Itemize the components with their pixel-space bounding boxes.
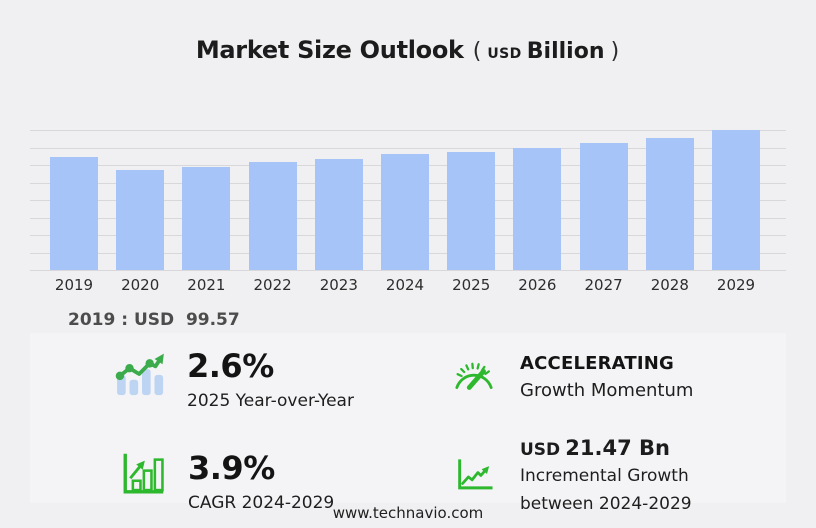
gridline (30, 270, 786, 271)
stat-incremental: USD 21.47 Bn Incremental Growth between … (520, 436, 692, 516)
incremental-value: USD 21.47 Bn (520, 436, 692, 460)
incremental-amount: 21.47 Bn (565, 436, 670, 460)
line-chart-growth-icon (456, 457, 494, 491)
bar-chart (30, 130, 786, 271)
bar-2022 (248, 162, 297, 270)
website-link[interactable]: www.technavio.com (332, 504, 484, 522)
chart-x-labels: 2019 2020 2021 2022 2023 2024 2025 2026 2027 2028… (30, 276, 786, 294)
yoy-value: 2.6% (187, 347, 274, 385)
bar-2024 (381, 154, 429, 270)
bar-2020 (116, 170, 165, 270)
x-axis-label-2022: 2022 (253, 276, 292, 294)
gauge-icon (451, 358, 497, 398)
title-currency: USD (487, 46, 522, 62)
bar-2028 (645, 138, 694, 270)
stat-yoy: 2.6% 2025 Year-over-Year (187, 350, 354, 413)
title-open-paren: ( (472, 39, 482, 64)
x-axis-label-2029: 2029 (716, 276, 756, 294)
gridline (30, 130, 786, 131)
bar-2029 (712, 130, 760, 270)
yoy-label: 2025 Year-over-Year (187, 391, 354, 411)
bar-chart-trend-icon (115, 349, 169, 397)
bar-chart-growth-icon (121, 452, 165, 496)
page-title: Market Size Outlook ( USD Billion ) (0, 36, 816, 64)
x-axis-label-2028: 2028 (650, 276, 689, 294)
title-unit: Billion (526, 39, 605, 64)
chart-bars (30, 130, 786, 270)
gridline (30, 147, 786, 149)
bar-2019 (50, 156, 98, 270)
x-axis-label-2025: 2025 (452, 276, 491, 294)
x-axis-label-2023: 2023 (319, 276, 358, 294)
momentum-value: ACCELERATING (520, 353, 675, 374)
bar-2025 (447, 151, 496, 270)
title-close-paren: ) (610, 39, 620, 64)
bar-2021 (182, 166, 231, 270)
x-axis-label-2021: 2021 (187, 276, 226, 294)
title-main: Market Size Outlook (195, 36, 464, 64)
x-axis-label-2027: 2027 (584, 276, 623, 294)
stat-cagr: 3.9% CAGR 2024-2029 (188, 452, 334, 515)
momentum-label: Growth Momentum (520, 380, 694, 401)
bar-2023 (314, 158, 363, 270)
stat-momentum: ACCELERATING Growth Momentum (520, 355, 693, 403)
incremental-label-line1: Incremental Growth (520, 466, 689, 486)
x-axis-label-2019: 2019 (54, 276, 94, 294)
cagr-label: CAGR 2024-2029 (188, 493, 335, 513)
bar-2026 (513, 147, 562, 270)
x-axis-label-2026: 2026 (518, 276, 557, 294)
x-axis-label-2020: 2020 (121, 276, 160, 294)
incremental-currency: USD (520, 440, 561, 460)
x-axis-label-2024: 2024 (385, 276, 425, 294)
incremental-label-line2: between 2024-2029 (520, 493, 692, 514)
base-year-value: 2019 : USD 99.57 (68, 310, 240, 330)
cagr-value: 3.9% (188, 449, 275, 487)
bar-2027 (579, 143, 628, 270)
